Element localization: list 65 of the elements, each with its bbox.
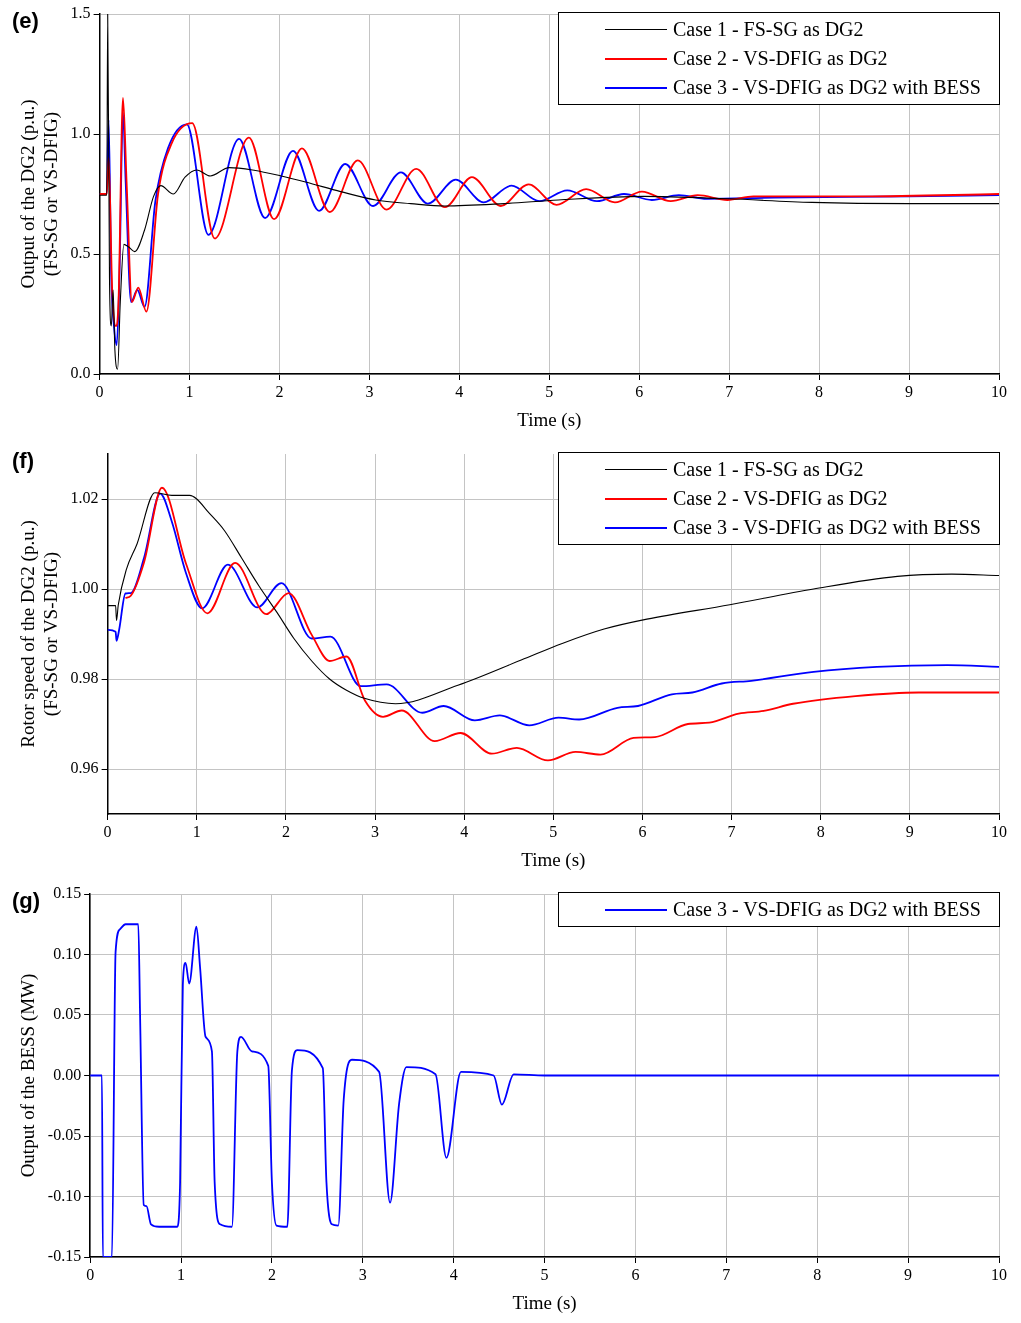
y-axis-title: Output of the DG2 (p.u.) (FS-SG or VS-DFIG) xyxy=(17,99,63,289)
y-tick-label: 0.00 xyxy=(53,1065,82,1083)
x-tick-label: 0 xyxy=(103,822,112,840)
x-tick-label: 3 xyxy=(371,822,380,840)
chart-title: (f) xyxy=(12,448,34,474)
x-tick-label: 0 xyxy=(86,1265,95,1283)
x-tick-label: 5 xyxy=(549,822,558,840)
x-axis-title: Time (s) xyxy=(512,1291,577,1314)
x-tick-label: 4 xyxy=(449,1265,458,1283)
x-tick-label: 8 xyxy=(815,382,824,400)
x-tick-label: 7 xyxy=(725,382,734,400)
y-tick-label: 1.00 xyxy=(70,579,99,597)
x-tick-label: 4 xyxy=(455,382,464,400)
x-axis-title: Time (s) xyxy=(521,848,586,871)
x-tick-label: 2 xyxy=(281,822,290,840)
y-tick-label: 0.10 xyxy=(53,944,82,962)
legend-label: Case 3 - VS-DFIG as DG2 with BESS xyxy=(673,516,981,539)
x-axis-title: Time (s) xyxy=(517,408,582,431)
x-tick-label: 2 xyxy=(267,1265,276,1283)
y-axis-title: Output of the BESS (MW) xyxy=(17,973,40,1178)
x-tick-label: 1 xyxy=(192,822,201,840)
x-tick-label: 6 xyxy=(635,382,644,400)
y-tick-label: 1.5 xyxy=(70,4,91,22)
y-tick-label: 0.15 xyxy=(53,884,82,902)
x-tick-label: 5 xyxy=(540,1265,549,1283)
x-tick-label: 9 xyxy=(905,822,914,840)
x-tick-label: 1 xyxy=(177,1265,186,1283)
legend-label: Case 1 - FS-SG as DG2 xyxy=(673,18,864,41)
x-tick-label: 10 xyxy=(991,382,1007,400)
x-tick-label: 9 xyxy=(904,1265,913,1283)
x-tick-label: 6 xyxy=(631,1265,640,1283)
legend-label: Case 2 - VS-DFIG as DG2 xyxy=(673,47,888,70)
x-tick-label: 4 xyxy=(460,822,469,840)
chart-title: (e) xyxy=(12,8,39,34)
chart-title: (g) xyxy=(12,888,41,914)
y-tick-label: 0.5 xyxy=(70,244,91,262)
x-tick-label: 3 xyxy=(358,1265,367,1283)
y-tick-label: -0.05 xyxy=(47,1126,82,1144)
x-tick-label: 6 xyxy=(638,822,647,840)
x-tick-label: 7 xyxy=(727,822,736,840)
y-tick-label: 0.98 xyxy=(70,669,99,687)
x-tick-label: 7 xyxy=(722,1265,731,1283)
y-axis-title: Rotor speed of the DG2 (p.u.) (FS-SG or VS-DFIG) xyxy=(17,520,63,748)
x-tick-label: 10 xyxy=(991,1265,1007,1283)
y-tick-label: 1.0 xyxy=(70,124,91,142)
y-tick-label: 0.05 xyxy=(53,1005,82,1023)
legend-label: Case 3 - VS-DFIG as DG2 with BESS xyxy=(673,76,981,99)
legend-label: Case 3 - VS-DFIG as DG2 with BESS xyxy=(673,898,981,921)
y-tick-label: 0.0 xyxy=(70,364,91,382)
x-tick-label: 8 xyxy=(816,822,825,840)
x-tick-label: 0 xyxy=(95,382,104,400)
x-tick-label: 9 xyxy=(905,382,914,400)
x-tick-label: 3 xyxy=(365,382,374,400)
x-tick-label: 1 xyxy=(185,382,194,400)
y-tick-label: -0.15 xyxy=(47,1247,82,1265)
x-tick-label: 2 xyxy=(275,382,284,400)
y-tick-label: -0.10 xyxy=(47,1186,82,1204)
x-tick-label: 5 xyxy=(545,382,554,400)
legend-label: Case 2 - VS-DFIG as DG2 xyxy=(673,487,888,510)
x-tick-label: 8 xyxy=(813,1265,822,1283)
legend-label: Case 1 - FS-SG as DG2 xyxy=(673,458,864,481)
x-tick-label: 10 xyxy=(991,822,1007,840)
y-tick-label: 0.96 xyxy=(70,759,99,777)
y-tick-label: 1.02 xyxy=(70,489,99,507)
line-series xyxy=(124,486,999,762)
